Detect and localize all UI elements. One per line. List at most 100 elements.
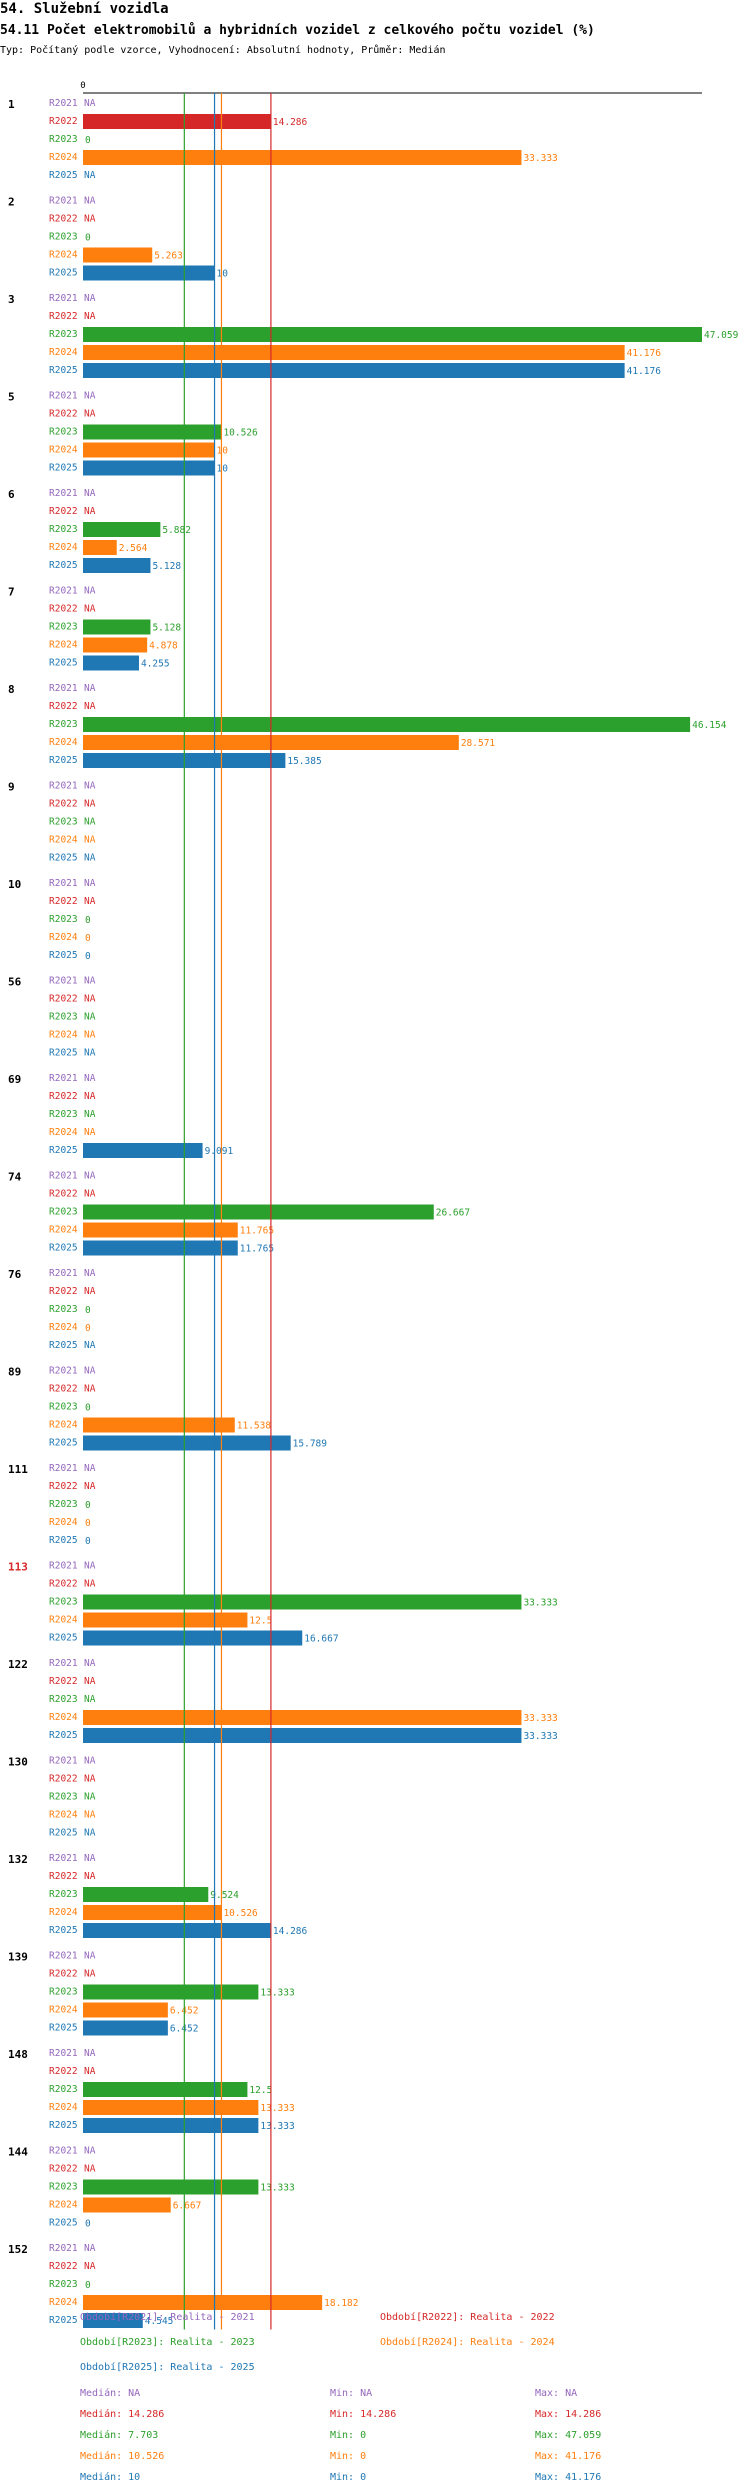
value-label: 0 bbox=[85, 1323, 91, 1334]
value-label: 10.526 bbox=[223, 428, 258, 439]
value-label: 26.667 bbox=[436, 1208, 470, 1219]
value-label: 0 bbox=[85, 233, 91, 244]
series-label: R2021 bbox=[49, 2243, 78, 2254]
series-label: R2022 bbox=[49, 506, 78, 517]
value-label: NA bbox=[84, 1853, 96, 1864]
series-label: R2022 bbox=[49, 896, 78, 907]
series-label: R2023 bbox=[49, 1987, 78, 1998]
series-label: R2025 bbox=[49, 463, 78, 474]
value-label: 0 bbox=[85, 951, 91, 962]
group-label: 1 bbox=[8, 98, 15, 111]
series-label: R2021 bbox=[49, 293, 78, 304]
value-label: 33.333 bbox=[523, 1598, 557, 1609]
value-label: NA bbox=[84, 2243, 96, 2254]
value-label: NA bbox=[84, 1268, 96, 1279]
value-label: NA bbox=[84, 896, 96, 907]
group-label: 152 bbox=[8, 2243, 28, 2256]
bar bbox=[83, 1417, 235, 1433]
value-label: 0 bbox=[85, 1518, 91, 1529]
value-label: 14.286 bbox=[273, 117, 308, 128]
series-label: R2023 bbox=[49, 232, 78, 243]
series-label: R2025 bbox=[49, 170, 78, 181]
series-label: R2025 bbox=[49, 1828, 78, 1839]
value-label: NA bbox=[84, 799, 96, 810]
value-label: 13.333 bbox=[260, 2183, 294, 2194]
bar bbox=[83, 2020, 168, 2036]
value-label: 15.385 bbox=[287, 756, 321, 767]
value-label: NA bbox=[84, 1951, 96, 1962]
series-label: R2024 bbox=[49, 2297, 78, 2308]
series-label: R2024 bbox=[49, 932, 78, 943]
series-label: R2022 bbox=[49, 311, 78, 322]
value-label: 0 bbox=[85, 1536, 91, 1547]
series-label: R2021 bbox=[49, 1268, 78, 1279]
bar bbox=[83, 114, 271, 129]
series-label: R2023 bbox=[49, 2182, 78, 2193]
series-label: R2021 bbox=[49, 98, 78, 109]
series-label: R2022 bbox=[49, 1286, 78, 1297]
bar bbox=[83, 345, 625, 360]
series-label: R2025 bbox=[49, 365, 78, 376]
bar bbox=[83, 619, 151, 635]
chart-description: Typ: Počítaný podle vzorce, Vyhodnocení:… bbox=[0, 45, 446, 56]
series-label: R2024 bbox=[49, 2200, 78, 2211]
series-label: R2022 bbox=[49, 116, 78, 127]
bar bbox=[83, 150, 522, 165]
group-label: 5 bbox=[8, 391, 15, 404]
bar bbox=[83, 1710, 522, 1725]
bar bbox=[83, 363, 625, 378]
bar bbox=[83, 2002, 168, 2018]
series-label: R2023 bbox=[49, 1792, 78, 1803]
value-label: NA bbox=[84, 1561, 96, 1572]
value-label: NA bbox=[84, 1384, 96, 1395]
group-label: 130 bbox=[8, 1756, 28, 1769]
group-label: 9 bbox=[8, 781, 15, 794]
bar bbox=[83, 1923, 271, 1938]
value-label: 6.667 bbox=[173, 2201, 202, 2212]
series-label: R2025 bbox=[49, 2023, 78, 2034]
series-label: R2025 bbox=[49, 658, 78, 669]
group-label: 111 bbox=[8, 1463, 28, 1476]
value-label: 41.176 bbox=[627, 366, 662, 377]
value-label: NA bbox=[84, 683, 96, 694]
series-label: R2022 bbox=[49, 2164, 78, 2175]
series-label: R2024 bbox=[49, 1712, 78, 1723]
bar bbox=[83, 460, 215, 476]
value-label: NA bbox=[84, 781, 96, 792]
bar bbox=[83, 2179, 259, 2195]
bar bbox=[83, 442, 215, 458]
series-label: R2023 bbox=[49, 817, 78, 828]
series-label: R2023 bbox=[49, 524, 78, 535]
value-label: 18.182 bbox=[324, 2298, 358, 2309]
value-label: NA bbox=[84, 391, 96, 402]
series-label: R2025 bbox=[49, 560, 78, 571]
value-label: 0 bbox=[85, 2219, 91, 2230]
value-label: NA bbox=[84, 701, 96, 712]
series-label: R2023 bbox=[49, 1597, 78, 1608]
value-label: 5.882 bbox=[162, 525, 191, 536]
bar bbox=[83, 1204, 434, 1220]
series-label: R2021 bbox=[49, 1658, 78, 1669]
series-label: R2025 bbox=[49, 268, 78, 279]
bar bbox=[83, 1887, 209, 1902]
value-label: 13.333 bbox=[260, 2103, 294, 2114]
bar bbox=[83, 2082, 248, 2097]
chart-title: 54.11 Počet elektromobilů a hybridních v… bbox=[0, 23, 595, 38]
bar bbox=[83, 1143, 203, 1158]
value-label: 10.526 bbox=[223, 1908, 258, 1919]
value-label: NA bbox=[84, 2066, 96, 2077]
bar bbox=[83, 1435, 291, 1451]
bar bbox=[83, 655, 139, 671]
bar bbox=[83, 1594, 522, 1610]
series-label: R2025 bbox=[49, 1243, 78, 1254]
value-label: 28.571 bbox=[461, 738, 496, 749]
value-label: 0 bbox=[85, 135, 91, 146]
value-label: NA bbox=[84, 1792, 96, 1803]
value-label: NA bbox=[84, 976, 96, 987]
bar bbox=[83, 1222, 238, 1238]
group-label: 148 bbox=[8, 2048, 28, 2061]
series-label: R2023 bbox=[49, 1207, 78, 1218]
series-label: R2022 bbox=[49, 1579, 78, 1590]
bar bbox=[83, 1612, 248, 1628]
series-label: R2024 bbox=[49, 445, 78, 456]
